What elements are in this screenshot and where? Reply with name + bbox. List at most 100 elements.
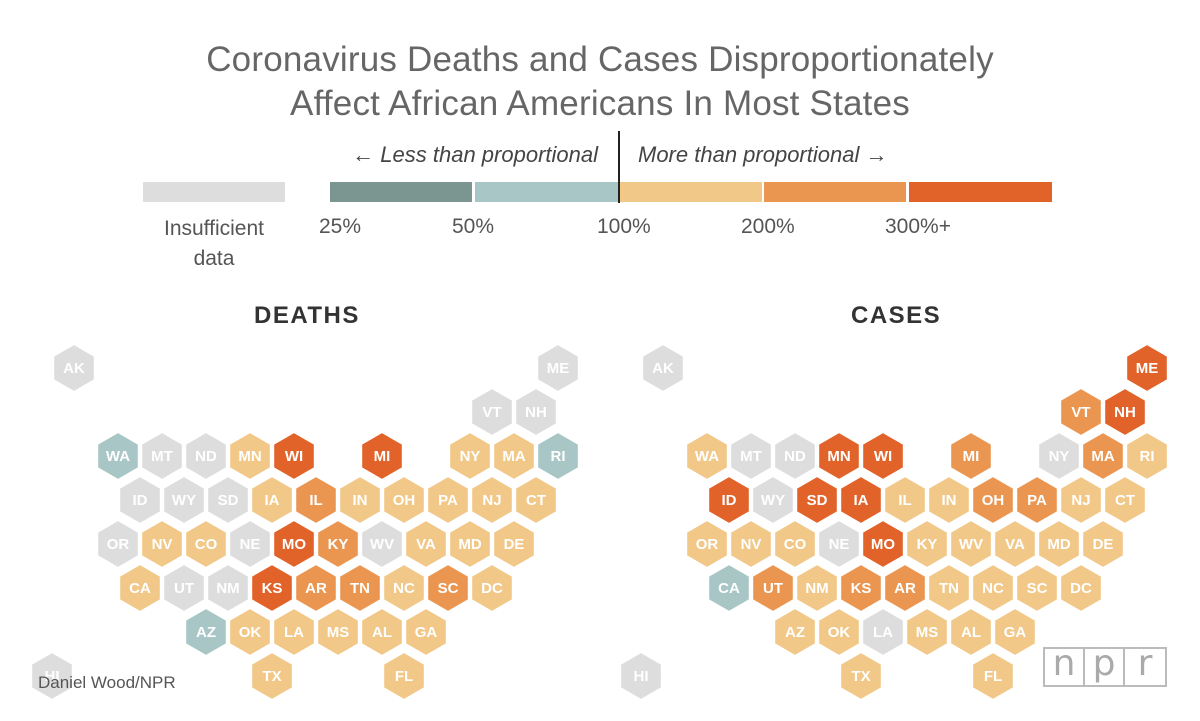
cases-hex-shape-sd [795,474,839,526]
cases-hex-ny: NY [1037,430,1081,482]
deaths-hex-label-sd: SD [218,492,239,509]
cases-hex-label-nc: NC [982,580,1004,597]
cases-hex-sc: SC [1015,562,1059,614]
legend-divider [618,131,620,203]
deaths-hex-label-in: IN [353,492,368,509]
cases-hex-label-mt: MT [740,448,762,465]
cases-hex-label-nj: NJ [1071,492,1090,509]
deaths-hex-mi: MI [360,430,404,482]
cases-hex-label-nd: ND [784,448,806,465]
deaths-hex-ut: UT [162,562,206,614]
deaths-hex-shape-nc [382,562,426,614]
deaths-hex-label-la: LA [284,624,304,641]
cases-hex-label-pa: PA [1027,492,1047,509]
cases-hex-ct: CT [1103,474,1147,526]
cases-hex-shape-ny [1037,430,1081,482]
deaths-hex-de: DE [492,518,536,570]
deaths-hex-shape-ar [294,562,338,614]
cases-hex-fl: FL [971,650,1015,702]
cases-hex-shape-fl [971,650,1015,702]
cases-hex-shape-az [773,606,817,658]
cases-hex-shape-al [949,606,993,658]
deaths-hex-il: IL [294,474,338,526]
cases-hex-id: ID [707,474,751,526]
deaths-hex-shape-ia [250,474,294,526]
deaths-hex-shape-hi [30,650,74,702]
cases-hex-label-tx: TX [851,668,870,685]
cases-hex-shape-nm [795,562,839,614]
legend-insufficient-line-2: data [193,247,235,270]
cases-hex-ga: GA [993,606,1037,658]
deaths-hex-shape-wi [272,430,316,482]
cases-hex-shape-nh [1103,386,1147,438]
cases-hex-shape-nc [971,562,1015,614]
deaths-hex-label-ok: OK [239,624,262,641]
cases-hex-shape-ma [1081,430,1125,482]
deaths-hex-label-ca: CA [129,580,151,597]
deaths-hex-ct: CT [514,474,558,526]
cases-hex-shape-dc [1059,562,1103,614]
cases-hex-label-md: MD [1047,536,1070,553]
cases-hex-ia: IA [839,474,883,526]
cases-hex-label-in: IN [942,492,957,509]
deaths-hex-md: MD [448,518,492,570]
cases-hex-ar: AR [883,562,927,614]
legend-swatch-50-100 [475,182,618,202]
deaths-hex-shape-nh [514,386,558,438]
cases-hex-label-de: DE [1093,536,1114,553]
deaths-hex-shape-mt [140,430,184,482]
cases-hex-label-al: AL [961,624,981,641]
cases-hex-tx: TX [839,650,883,702]
cases-hex-label-ri: RI [1140,448,1155,465]
cases-hex-nm: NM [795,562,839,614]
deaths-hex-shape-dc [470,562,514,614]
deaths-hex-shape-id [118,474,162,526]
cases-hex-label-wy: WY [761,492,785,509]
deaths-hex-shape-ky [316,518,360,570]
cases-hex-shape-tn [927,562,971,614]
deaths-hex-shape-la [272,606,316,658]
cases-hex-shape-mt [729,430,773,482]
deaths-hex-shape-ny [448,430,492,482]
deaths-hex-shape-ma [492,430,536,482]
deaths-map-title: DEATHS [254,302,360,329]
cases-hex-mi: MI [949,430,993,482]
deaths-hex-label-mi: MI [374,448,391,465]
cases-hex-label-ia: IA [854,492,869,509]
deaths-hex-label-nm: NM [216,580,239,597]
deaths-hex-shape-wa [96,430,140,482]
cases-hex-label-ny: NY [1049,448,1070,465]
cases-hex-or: OR [685,518,729,570]
deaths-hex-mt: MT [140,430,184,482]
deaths-hex-label-va: VA [416,536,436,553]
deaths-hex-shape-wv [360,518,404,570]
deaths-hex-shape-sc [426,562,470,614]
deaths-hex-al: AL [360,606,404,658]
cases-hex-shape-ar [883,562,927,614]
deaths-hex-shape-fl [382,650,426,702]
deaths-hex-shape-ga [404,606,448,658]
deaths-hex-label-md: MD [458,536,481,553]
deaths-hex-ri: RI [536,430,580,482]
cases-hex-shape-ut [751,562,795,614]
deaths-hex-nm: NM [206,562,250,614]
deaths-hex-label-mn: MN [238,448,261,465]
cases-hex-label-ca: CA [718,580,740,597]
deaths-hex-label-vt: VT [482,404,501,421]
cases-hex-shape-il [883,474,927,526]
deaths-hex-oh: OH [382,474,426,526]
deaths-hex-label-tn: TN [350,580,370,597]
cases-hex-wi: WI [861,430,905,482]
legend-swatch-200-300 [764,182,906,202]
cases-hex-ok: OK [817,606,861,658]
cases-hex-shape-or [685,518,729,570]
cases-hex-shape-ca [707,562,751,614]
deaths-hex-shape-mo [272,518,316,570]
deaths-hex-wy: WY [162,474,206,526]
deaths-hex-shape-ok [228,606,272,658]
deaths-hex-pa: PA [426,474,470,526]
deaths-hex-ga: GA [404,606,448,658]
cases-hex-shape-co [773,518,817,570]
cases-hex-label-ar: AR [894,580,916,597]
